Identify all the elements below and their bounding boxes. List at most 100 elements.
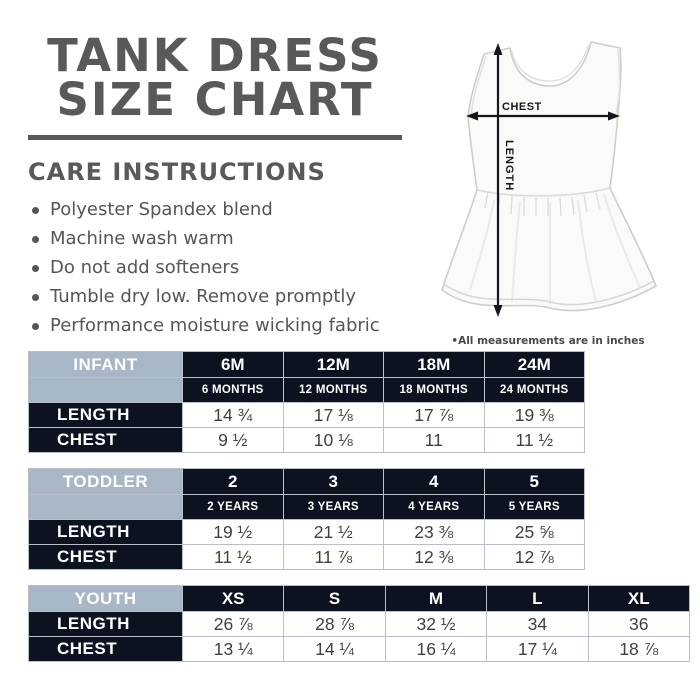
infant-size-table: INFANT 6M 12M 18M 24M 6 MONTHS 12 MONTHS…	[28, 351, 690, 453]
tank-dress-illustration: CHEST LENGTH	[441, 41, 657, 317]
size-column-header: 4	[383, 468, 485, 495]
row-label-cell: CHEST	[28, 544, 183, 570]
care-item-label: Do not add softeners	[50, 257, 240, 278]
length-label: LENGTH	[503, 140, 515, 191]
right-armhole-binding-line	[615, 49, 621, 114]
arrowhead-down-icon	[493, 305, 503, 317]
value-cell: 23 ⅜	[383, 519, 485, 545]
toddler-table: TODDLER 2 3 4 5 2 YEARS 3 YEARS 4 YEARS …	[28, 468, 585, 570]
care-list: Polyester Spandex blend Machine wash war…	[28, 195, 402, 340]
length-arrow	[493, 43, 503, 317]
care-item: Performance moisture wicking fabric	[28, 311, 402, 340]
size-column-subheader: 5 YEARS	[483, 494, 585, 520]
care-heading: CARE INSTRUCTIONS	[28, 158, 326, 186]
size-column-header: 18M	[383, 351, 485, 378]
bullet-icon	[32, 207, 39, 214]
row-label-cell: LENGTH	[28, 611, 183, 637]
care-item-label: Performance moisture wicking fabric	[50, 315, 380, 336]
row-label-cell: LENGTH	[28, 519, 183, 545]
row-label-cell: LENGTH	[28, 402, 183, 428]
waist-seam-line	[476, 187, 611, 197]
value-cell: 11 ½	[182, 544, 284, 570]
dress-outline	[441, 41, 657, 312]
care-item-label: Machine wash warm	[50, 228, 234, 249]
title-rule	[28, 135, 402, 140]
group-header-cell: TODDLER	[28, 468, 183, 495]
page-title: TANK DRESS SIZE CHART	[28, 33, 402, 122]
size-column-header: M	[384, 585, 488, 612]
value-cell: 13 ¼	[181, 636, 285, 662]
chest-arrow	[466, 111, 620, 121]
value-cell: 12 ⅜	[383, 544, 485, 570]
value-cell: 17 ⅛	[282, 402, 384, 428]
title-line-1: TANK DRESS	[47, 29, 383, 82]
infant-table: INFANT 6M 12M 18M 24M 6 MONTHS 12 MONTHS…	[28, 351, 585, 453]
size-column-subheader: 12 MONTHS	[282, 377, 384, 403]
size-column-header: XS	[181, 585, 285, 612]
value-cell: 19 ½	[182, 519, 284, 545]
value-cell: 17 ⅞	[383, 402, 485, 428]
youth-size-table: YOUTH XS S M L XL LENGTH 26 ⅞ 28 ⅞ 32 ½ …	[28, 585, 691, 662]
value-cell: 17 ¼	[486, 636, 589, 662]
title-block: TANK DRESS SIZE CHART CARE INSTRUCTIONS …	[28, 33, 402, 340]
value-cell: 11 ⅞	[282, 544, 384, 570]
measurement-footnote: •All measurements are in inches	[451, 335, 645, 347]
arrowhead-left-icon	[466, 111, 478, 121]
dress-measurement-diagram: CHEST LENGTH •All measurements are in in…	[428, 28, 668, 358]
care-item: Polyester Spandex blend	[28, 195, 402, 224]
size-column-header: 5	[483, 468, 585, 495]
left-armhole-binding-line	[470, 55, 487, 117]
size-tables: INFANT 6M 12M 18M 24M 6 MONTHS 12 MONTHS…	[28, 351, 691, 677]
bullet-icon	[32, 236, 39, 243]
group-header-cell: YOUTH	[28, 585, 183, 612]
value-cell: 9 ½	[182, 427, 284, 453]
value-cell: 14 ¼	[283, 636, 386, 662]
value-cell: 36	[587, 611, 691, 637]
toddler-size-table: TODDLER 2 3 4 5 2 YEARS 3 YEARS 4 YEARS …	[28, 468, 690, 570]
value-cell: 18 ⅞	[587, 636, 691, 662]
care-item-label: Tumble dry low. Remove promptly	[50, 286, 357, 307]
arrowhead-up-icon	[493, 43, 503, 55]
size-column-header: 24M	[483, 351, 585, 378]
value-cell: 34	[486, 611, 589, 637]
value-cell: 19 ⅜	[483, 402, 585, 428]
chest-label: CHEST	[502, 101, 542, 113]
bullet-icon	[32, 294, 39, 301]
row-label-cell: CHEST	[28, 636, 183, 662]
care-item: Machine wash warm	[28, 224, 402, 253]
size-column-subheader: 4 YEARS	[383, 494, 485, 520]
value-cell: 32 ½	[384, 611, 488, 637]
care-item: Do not add softeners	[28, 253, 402, 282]
value-cell: 25 ⅝	[483, 519, 585, 545]
size-column-subheader: 18 MONTHS	[383, 377, 485, 403]
group-spacer-cell	[28, 494, 183, 520]
value-cell: 12 ⅞	[483, 544, 585, 570]
size-column-header: S	[283, 585, 386, 612]
size-column-header: 2	[182, 468, 284, 495]
value-cell: 16 ¼	[384, 636, 488, 662]
bullet-icon	[32, 323, 39, 330]
value-cell: 14 ¾	[182, 402, 284, 428]
value-cell: 11 ½	[483, 427, 585, 453]
value-cell: 21 ½	[282, 519, 384, 545]
title-line-2: SIZE CHART	[56, 73, 374, 126]
neck-binding-line	[511, 44, 590, 82]
size-column-header: L	[486, 585, 589, 612]
group-header-cell: INFANT	[28, 351, 183, 378]
value-cell: 11	[383, 427, 485, 453]
bullet-icon	[32, 265, 39, 272]
size-column-header: 12M	[282, 351, 384, 378]
youth-table: YOUTH XS S M L XL LENGTH 26 ⅞ 28 ⅞ 32 ½ …	[28, 585, 691, 662]
care-item: Tumble dry low. Remove promptly	[28, 282, 402, 311]
value-cell: 26 ⅞	[181, 611, 285, 637]
size-column-header: XL	[587, 585, 691, 612]
size-column-subheader: 24 MONTHS	[483, 377, 585, 403]
size-column-subheader: 6 MONTHS	[182, 377, 284, 403]
care-item-label: Polyester Spandex blend	[50, 199, 273, 220]
arrowhead-right-icon	[608, 111, 620, 121]
hem-band-line	[443, 280, 655, 306]
value-cell: 10 ⅛	[282, 427, 384, 453]
size-column-header: 3	[282, 468, 384, 495]
size-column-header: 6M	[182, 351, 284, 378]
